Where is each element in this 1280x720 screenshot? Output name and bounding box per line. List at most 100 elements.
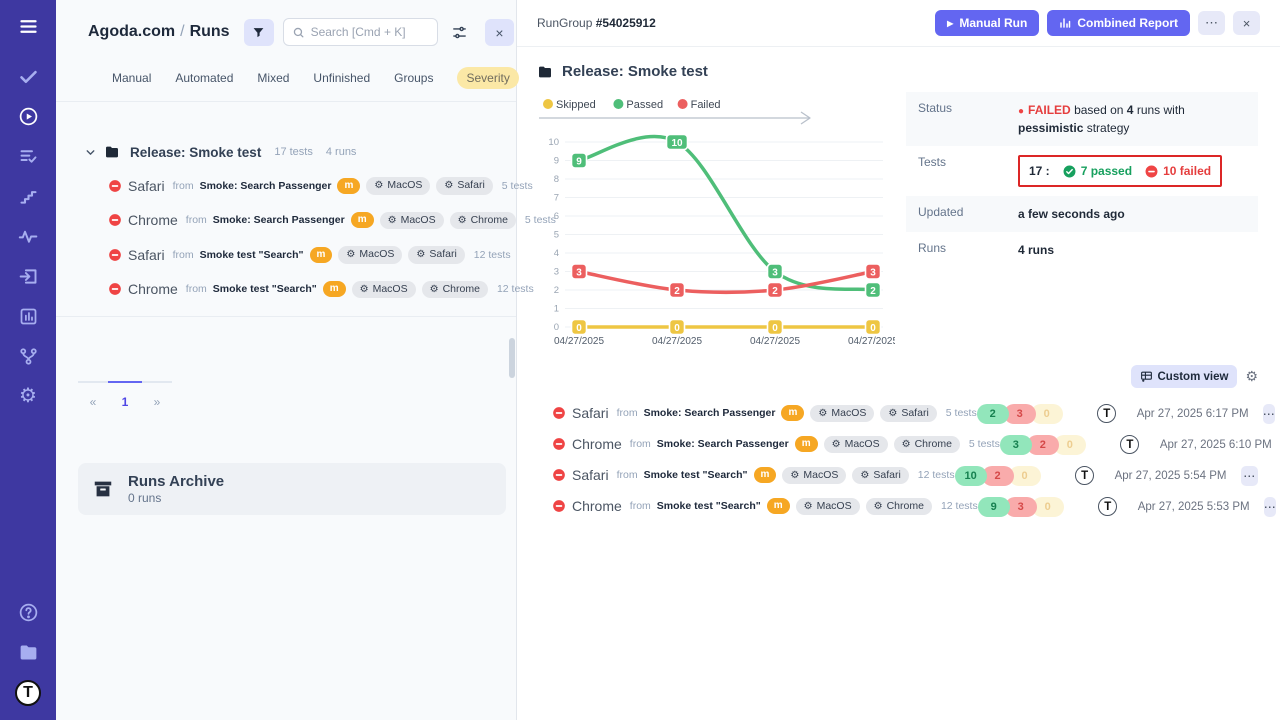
svg-text:8: 8 — [554, 174, 559, 185]
run-from-label: from — [629, 500, 651, 513]
help-icon[interactable] — [16, 600, 40, 624]
custom-view-button[interactable]: Custom view — [1130, 365, 1238, 388]
tree-run-row[interactable]: Safari from Smoke: Search Passenger m ⚙ M… — [84, 177, 533, 195]
svg-text:04/27/2025: 04/27/2025 — [652, 336, 702, 347]
runner-avatar: T — [1100, 435, 1160, 454]
tree-run-row[interactable]: Safari from Smoke test "Search" m ⚙ MacOS… — [84, 246, 516, 264]
settings-gear-icon[interactable]: ⚙ — [19, 385, 37, 407]
import-sign-in-icon[interactable] — [16, 264, 40, 288]
manual-badge: m — [322, 281, 346, 298]
os-badge: ⚙ MacOS — [338, 246, 403, 264]
run-list-row[interactable]: Chrome from Smoke test "Search" m ⚙ MacOS… — [517, 491, 1280, 522]
combined-report-button[interactable]: Combined Report — [1047, 10, 1190, 36]
archive-count: 0 runs — [128, 491, 162, 506]
tests-check-icon[interactable] — [16, 64, 40, 88]
close-detail-button[interactable]: × — [1233, 11, 1260, 35]
pagination-prev[interactable]: « — [78, 381, 108, 409]
run-list-row[interactable]: Safari from Smoke test "Search" m ⚙ MacOS… — [517, 460, 1280, 491]
run-name: Safari — [572, 405, 609, 422]
folder-icon — [539, 66, 551, 77]
list-settings-gear-icon[interactable]: ⚙ — [1245, 368, 1258, 384]
run-source: Smoke test "Search" — [656, 500, 761, 513]
row-more-button[interactable]: ⋯ — [1262, 403, 1275, 424]
results-trend-chart: Skipped Passed Failed 0 1 2 3 4 5 6 7 8 9 10 04/27/202… — [535, 94, 898, 357]
hamburger-menu-icon[interactable] — [16, 14, 40, 38]
runs-row: Runs 4 runs — [906, 232, 1258, 268]
skipped-pill: 0 — [1031, 496, 1064, 517]
run-source: Smoke: Search Passenger — [656, 438, 789, 451]
run-from-label: from — [185, 214, 207, 227]
os-badge: ⚙ MacOS — [823, 435, 888, 454]
funnel-icon — [253, 27, 264, 37]
svg-text:7: 7 — [554, 193, 559, 204]
close-panel-button[interactable]: × — [485, 19, 514, 46]
svg-text:2: 2 — [870, 286, 876, 297]
failed-status-icon — [109, 283, 121, 296]
tab-automated[interactable]: Automated — [175, 71, 234, 85]
manual-badge: m — [753, 467, 777, 484]
tab-unfinished[interactable]: Unfinished — [313, 71, 371, 85]
svg-text:2: 2 — [554, 285, 559, 296]
svg-text:9: 9 — [554, 156, 559, 167]
tab-severity[interactable]: Severity — [457, 67, 519, 89]
adjustments-sliders-icon[interactable] — [448, 20, 472, 44]
pulse-activity-icon[interactable] — [16, 224, 40, 248]
tab-groups[interactable]: Groups — [394, 71, 434, 85]
pagination-next[interactable]: » — [142, 381, 172, 409]
manual-run-button[interactable]: ▶ Manual Run — [935, 10, 1040, 36]
git-branch-icon[interactable] — [16, 344, 40, 368]
runs-play-circle-icon[interactable] — [16, 104, 40, 128]
run-list-row[interactable]: Safari from Smoke: Search Passenger m ⚙ M… — [517, 398, 1280, 429]
run-from-label: from — [616, 469, 638, 482]
svg-text:04/27/2025: 04/27/2025 — [750, 336, 800, 347]
runs-tabs: Manual Automated Mixed Unfinished Groups… — [56, 67, 519, 104]
svg-text:3: 3 — [772, 267, 778, 278]
result-counts: 10 2 0 — [954, 465, 1055, 486]
status-row: Status ● FAILED based on 4 runs with pess… — [906, 92, 1258, 146]
run-name: Safari — [128, 246, 165, 263]
run-from-label: from — [616, 407, 638, 420]
svg-text:0: 0 — [674, 323, 680, 334]
chevron-down-icon[interactable] — [84, 146, 97, 159]
gear-icon: ⚙ — [346, 249, 356, 261]
svg-text:0: 0 — [870, 323, 876, 334]
run-tests-count: 12 tests — [917, 469, 955, 482]
custom-view-row: Custom view ⚙ — [517, 357, 1280, 388]
run-from-label: from — [172, 179, 194, 192]
breadcrumb-project[interactable]: Agoda.com — [88, 23, 176, 40]
projects-folder-icon[interactable] — [16, 640, 40, 664]
test-plans-list-check-icon[interactable] — [16, 144, 40, 168]
svg-text:2: 2 — [674, 286, 680, 297]
more-options-button[interactable]: ⋯ — [1198, 11, 1225, 35]
tree-run-row[interactable]: Chrome from Smoke: Search Passenger m ⚙ M… — [84, 211, 556, 230]
scrollbar-thumb[interactable] — [509, 338, 515, 378]
row-more-button[interactable]: ⋯ — [1263, 496, 1276, 517]
result-counts: 3 2 0 — [999, 434, 1100, 455]
tree-run-row[interactable]: Chrome from Smoke test "Search" m ⚙ MacOS… — [84, 280, 534, 299]
analytics-chart-icon[interactable] — [16, 304, 40, 328]
filter-button[interactable] — [243, 18, 274, 46]
rungroup-label: RunGroup #54025912 — [537, 16, 656, 30]
tab-mixed[interactable]: Mixed — [257, 71, 290, 85]
gear-icon: ⚙ — [457, 214, 467, 226]
runs-label: Runs — [918, 241, 947, 255]
svg-text:10: 10 — [671, 138, 683, 149]
row-more-button[interactable]: ⋯ — [1240, 465, 1258, 486]
status-label: Status — [918, 101, 953, 115]
failed-status-icon — [553, 500, 565, 513]
manual-badge: m — [781, 405, 805, 422]
search-input[interactable] — [310, 25, 421, 39]
pagination-page-1[interactable]: 1 — [108, 381, 142, 409]
runner-avatar: T — [1078, 497, 1138, 516]
milestones-steps-icon[interactable] — [16, 184, 40, 208]
archive-text: Runs Archive 0 runs — [128, 473, 224, 505]
run-list-row[interactable]: Chrome from Smoke: Search Passenger m ⚙ M… — [517, 429, 1280, 460]
gear-icon: ⚙ — [873, 500, 883, 512]
run-info: Safari from Smoke: Search Passenger m ⚙ M… — [552, 404, 977, 423]
tab-manual[interactable]: Manual — [112, 71, 152, 85]
runs-archive-card[interactable]: Runs Archive 0 runs — [78, 463, 506, 516]
testomat-logo-avatar[interactable]: T — [15, 680, 41, 706]
run-group-header[interactable]: Release: Smoke test 17 tests 4 runs — [84, 144, 516, 160]
skipped-pill: 0 — [1053, 434, 1086, 455]
